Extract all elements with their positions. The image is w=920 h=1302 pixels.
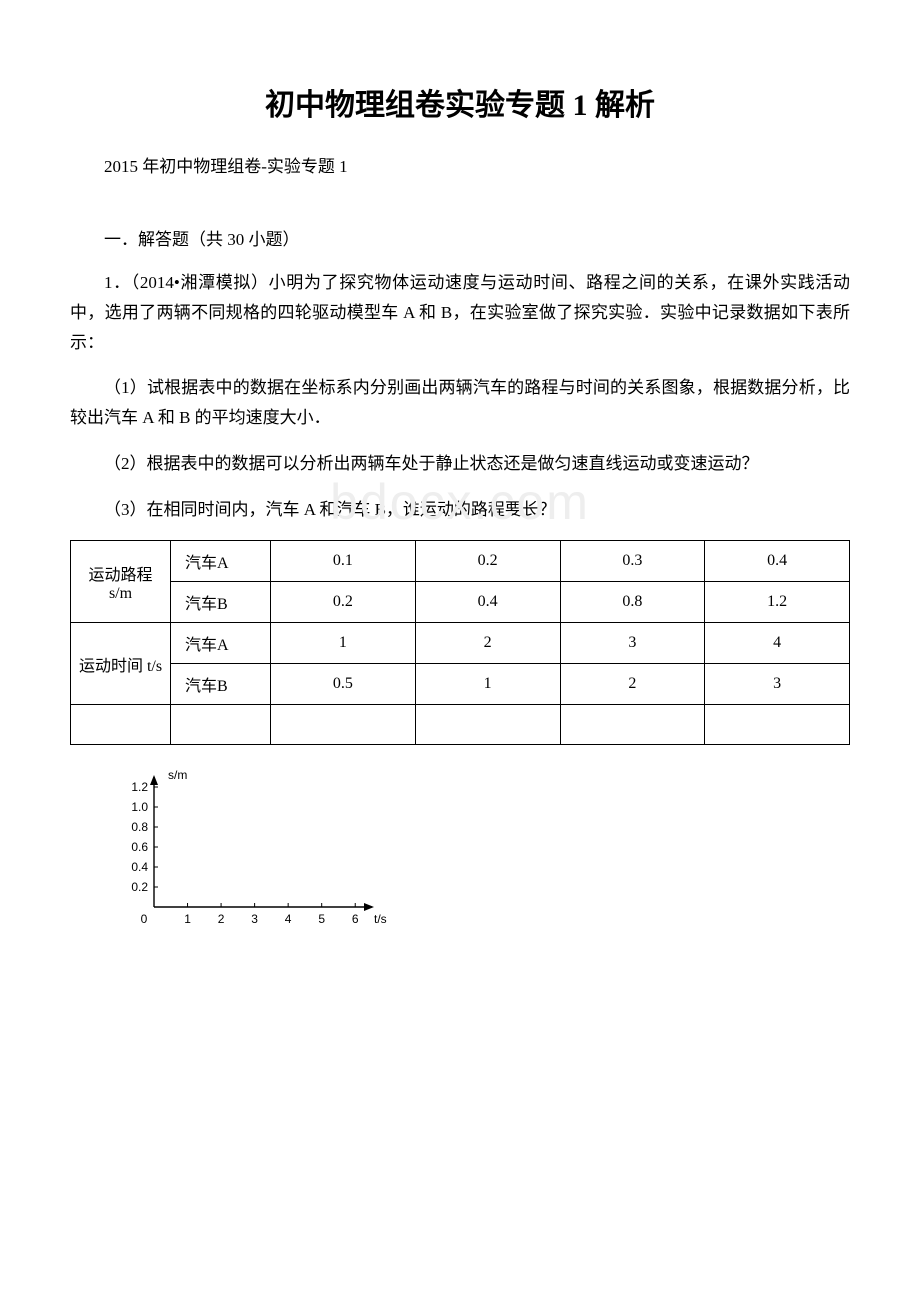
svg-text:6: 6: [352, 912, 359, 926]
table-row: 汽车B 0.2 0.4 0.8 1.2: [71, 582, 850, 623]
cell: 0.2: [415, 541, 560, 582]
svg-text:s/m: s/m: [168, 768, 187, 782]
page-title: 初中物理组卷实验专题 1 解析: [70, 80, 850, 124]
svg-text:t/s: t/s: [374, 912, 387, 926]
section-heading: 一．解答题（共 30 小题）: [70, 225, 850, 250]
cell: 0.2: [271, 582, 416, 623]
svg-text:0.8: 0.8: [131, 820, 148, 834]
cell: [560, 705, 705, 745]
q1-part1: （1）试根据表中的数据在坐标系内分别画出两辆汽车的路程与时间的关系图象，根据数据…: [70, 373, 850, 433]
cell: 0.3: [560, 541, 705, 582]
svg-text:3: 3: [251, 912, 258, 926]
q1-intro: 1．（2014•湘潭模拟）小明为了探究物体运动速度与运动时间、路程之间的关系，在…: [70, 268, 850, 357]
row-header-distance: 运动路程 s/m: [71, 541, 171, 623]
cell: 0.4: [415, 582, 560, 623]
data-table: 运动路程 s/m 汽车A 0.1 0.2 0.3 0.4 汽车B 0.2 0.4…: [70, 540, 850, 745]
table-row: 运动路程 s/m 汽车A 0.1 0.2 0.3 0.4: [71, 541, 850, 582]
car-b-label: 汽车B: [171, 664, 271, 705]
row-header-time: 运动时间 t/s: [71, 623, 171, 705]
cell: [271, 705, 416, 745]
svg-text:1.0: 1.0: [131, 800, 148, 814]
cell: 1.2: [705, 582, 850, 623]
car-a-label: 汽车A: [171, 541, 271, 582]
q1-part3: （3）在相同时间内，汽车 A 和汽车 B，谁运动的路程要长？: [70, 495, 850, 525]
car-a-label: 汽车A: [171, 623, 271, 664]
cell: 1: [271, 623, 416, 664]
cell: [171, 705, 271, 745]
table-row: [71, 705, 850, 745]
svg-text:2: 2: [218, 912, 225, 926]
svg-text:1: 1: [184, 912, 191, 926]
cell: 3: [560, 623, 705, 664]
car-b-label: 汽车B: [171, 582, 271, 623]
cell: 1: [415, 664, 560, 705]
cell: 0.8: [560, 582, 705, 623]
svg-text:0.4: 0.4: [131, 860, 148, 874]
svg-text:5: 5: [318, 912, 325, 926]
cell: 0.4: [705, 541, 850, 582]
svg-text:4: 4: [285, 912, 292, 926]
cell: [415, 705, 560, 745]
svg-text:0.6: 0.6: [131, 840, 148, 854]
cell: [71, 705, 171, 745]
table-row: 汽车B 0.5 1 2 3: [71, 664, 850, 705]
cell: 2: [560, 664, 705, 705]
cell: 0.5: [271, 664, 416, 705]
axes-svg: 0.2 0.4 0.6 0.8 1.0 1.2 1 2 3 4 5 6 0 s/m t/s: [110, 763, 390, 933]
cell: 3: [705, 664, 850, 705]
q1-part2: （2）根据表中的数据可以分析出两辆车处于静止状态还是做匀速直线运动或变速运动？: [70, 449, 850, 479]
svg-text:1.2: 1.2: [131, 780, 148, 794]
cell: 0.1: [271, 541, 416, 582]
table-row: 运动时间 t/s 汽车A 1 2 3 4: [71, 623, 850, 664]
svg-text:0: 0: [141, 912, 148, 926]
cell: 4: [705, 623, 850, 664]
cell: [705, 705, 850, 745]
cell: 2: [415, 623, 560, 664]
svg-text:0.2: 0.2: [131, 880, 148, 894]
blank-chart-axes: 0.2 0.4 0.6 0.8 1.0 1.2 1 2 3 4 5 6 0 s/m t/s: [110, 763, 850, 938]
document-subtitle: 2015 年初中物理组卷-实验专题 1: [70, 152, 850, 177]
